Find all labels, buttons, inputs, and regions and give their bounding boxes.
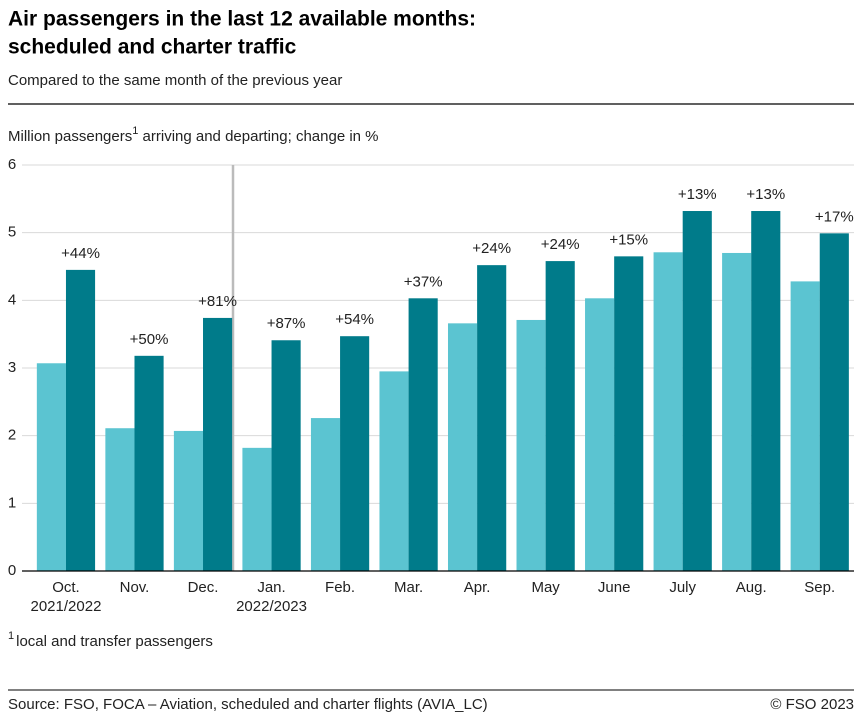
bar bbox=[614, 256, 644, 571]
x-tick-label: Mar. bbox=[394, 579, 423, 596]
bar bbox=[545, 261, 575, 571]
y-label-text: Million passengers bbox=[8, 128, 132, 145]
bar bbox=[173, 430, 204, 571]
x-tick-label: Apr. bbox=[464, 579, 491, 596]
x-tick-label: June bbox=[598, 579, 631, 596]
x-year-label: 2021/2022 bbox=[31, 598, 102, 615]
x-tick-label: Sep. bbox=[804, 579, 835, 596]
footnote: 1 local and transfer passengers bbox=[8, 630, 213, 650]
x-year-label: 2022/2023 bbox=[236, 598, 307, 615]
change-label: +15% bbox=[609, 231, 648, 248]
change-label: +37% bbox=[404, 273, 443, 290]
change-label: +24% bbox=[472, 240, 511, 257]
change-label: +54% bbox=[335, 311, 374, 328]
bar bbox=[340, 336, 370, 571]
y-axis-label: Million passengers1 arriving and departi… bbox=[8, 125, 379, 145]
bar bbox=[722, 252, 752, 571]
bar bbox=[447, 323, 478, 571]
chart-title: Air passengers in the last 12 available … bbox=[8, 8, 476, 31]
copyright: © FSO 2023 bbox=[770, 696, 854, 713]
bar bbox=[105, 428, 135, 571]
bar bbox=[65, 269, 96, 571]
change-label: +81% bbox=[198, 293, 237, 310]
bar bbox=[379, 371, 409, 571]
bar bbox=[36, 363, 66, 571]
subtitle: Compared to the same month of the previo… bbox=[8, 72, 342, 89]
change-label: +50% bbox=[130, 331, 169, 348]
chart-title: scheduled and charter traffic bbox=[8, 36, 297, 59]
bar bbox=[242, 447, 272, 571]
bar bbox=[477, 265, 507, 571]
bar bbox=[271, 340, 301, 571]
x-tick-label: Feb. bbox=[325, 579, 355, 596]
y-tick-label: 2 bbox=[8, 427, 16, 444]
y-tick-label: 0 bbox=[8, 562, 16, 579]
footnote-text: local and transfer passengers bbox=[16, 633, 213, 650]
x-tick-label: July bbox=[669, 579, 696, 596]
change-label: +44% bbox=[61, 245, 100, 262]
x-tick-label: Nov. bbox=[120, 579, 150, 596]
y-label-rest: arriving and departing; change in % bbox=[138, 128, 378, 145]
footnote-mark: 1 bbox=[8, 630, 14, 642]
bar bbox=[408, 298, 438, 571]
bar bbox=[585, 298, 615, 571]
bar bbox=[310, 418, 341, 571]
bar bbox=[203, 317, 233, 571]
x-tick-label: Dec. bbox=[188, 579, 219, 596]
y-tick-label: 5 bbox=[8, 224, 16, 241]
bar bbox=[751, 211, 781, 571]
y-tick-label: 1 bbox=[8, 494, 16, 511]
x-tick-label: Aug. bbox=[736, 579, 767, 596]
source: Source: FSO, FOCA – Aviation, scheduled … bbox=[8, 696, 488, 713]
bar bbox=[134, 355, 164, 571]
y-tick-label: 6 bbox=[8, 156, 16, 173]
footnote-mark: 1 bbox=[132, 125, 138, 137]
x-tick-label: Jan. bbox=[257, 579, 285, 596]
change-label: +24% bbox=[541, 236, 580, 253]
change-label: +87% bbox=[267, 315, 306, 332]
bar bbox=[819, 233, 849, 572]
x-tick-label: Oct. bbox=[52, 579, 80, 596]
bar bbox=[653, 252, 683, 572]
change-label: +13% bbox=[746, 186, 785, 203]
bar bbox=[516, 319, 546, 571]
y-tick-label: 4 bbox=[8, 291, 16, 308]
y-tick-label: 3 bbox=[8, 359, 16, 376]
change-label: +17% bbox=[815, 208, 854, 225]
x-tick-label: May bbox=[531, 579, 560, 596]
bar bbox=[790, 281, 820, 571]
bar bbox=[682, 211, 712, 571]
change-label: +13% bbox=[678, 186, 717, 203]
